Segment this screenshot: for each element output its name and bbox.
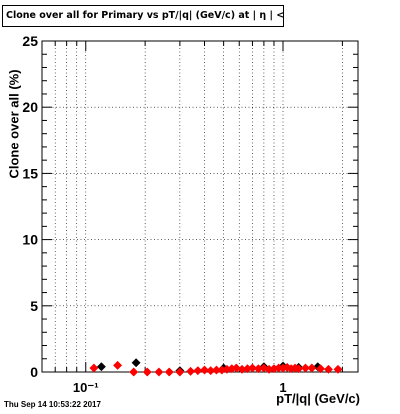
red-data-point (129, 367, 139, 377)
red-data-point (199, 365, 210, 375)
x-tick-label: 10⁻¹ (73, 380, 99, 395)
x-axis-label: pT/|q| (GeV/c) (276, 391, 360, 406)
y-tick-label: 20 (22, 99, 38, 115)
red-data-point (193, 366, 203, 376)
red-data-point (323, 364, 334, 374)
y-tick-label: 5 (30, 298, 38, 314)
red-data-point (333, 364, 343, 374)
plot-frame (41, 40, 359, 373)
y-tick-labels: 0 5 10 15 20 25 (22, 33, 38, 380)
grid (41, 40, 358, 373)
red-data-point (247, 363, 258, 373)
red-data-point (175, 367, 185, 377)
chart-title: Clone over all for Primary vs pT/|q| (Ge… (2, 5, 284, 27)
y-axis-label-text: Clone over all (%) (6, 69, 22, 179)
y-axis-label: Clone over all (%) (0, 64, 28, 184)
black-data-point (131, 358, 141, 368)
axes (41, 40, 358, 373)
red-data-point (142, 367, 152, 377)
red-data-point (300, 363, 311, 373)
y-tick-label: 25 (22, 33, 38, 49)
timestamp: Thu Sep 14 10:53:22 2017 (4, 400, 101, 409)
red-data-point (113, 360, 123, 370)
x-tick-labels: 10⁻¹ 1 (73, 380, 287, 395)
x-tick-label: 1 (279, 380, 286, 395)
red-data-point (307, 363, 317, 373)
black-data-point (96, 362, 106, 372)
data-series (89, 358, 343, 377)
y-tick-label: 15 (22, 165, 38, 181)
red-data-point (89, 363, 99, 373)
red-data-point (294, 364, 304, 374)
y-tick-label: 10 (22, 232, 38, 248)
red-data-point (186, 366, 196, 376)
y-tick-label: 0 (30, 364, 38, 380)
red-data-point (154, 367, 164, 377)
red-data-point (315, 364, 326, 374)
red-data-point (164, 367, 174, 377)
chart-title-text: Clone over all for Primary vs pT/|q| (Ge… (6, 10, 284, 21)
